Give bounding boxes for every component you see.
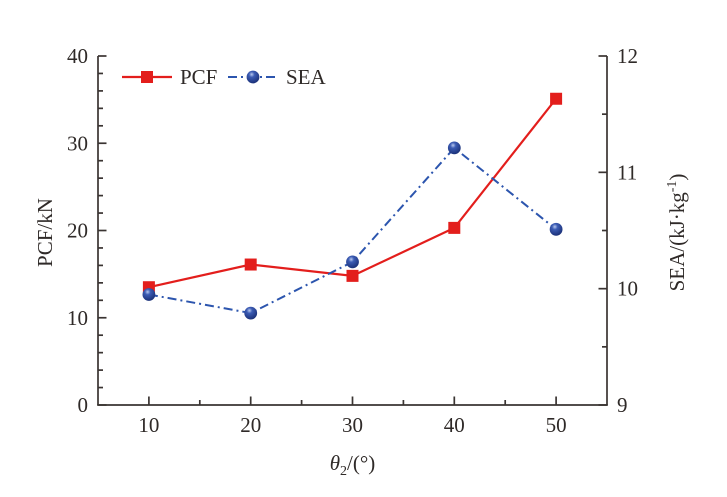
series-pcf	[142, 92, 563, 294]
pcf-marker	[448, 221, 461, 234]
pcf-marker	[346, 269, 359, 282]
legend-label-pcf: PCF	[180, 65, 217, 89]
x-tick-label: 40	[444, 413, 465, 437]
sea-marker	[549, 222, 563, 236]
pcf-marker	[244, 258, 257, 271]
legend-label-sea: SEA	[286, 65, 327, 89]
axis-labels-group: 10 20 30 40 50 0 10 20 30 40 9 10 11 12 PCF/kN SEA/(kJ·…	[33, 44, 689, 479]
sea-marker	[244, 306, 258, 320]
x-axis-title: θ2/(°)	[330, 451, 376, 479]
legend-marker-pcf	[141, 71, 153, 83]
sea-marker	[346, 255, 359, 269]
series-group	[142, 92, 563, 320]
left-tick-label: 0	[78, 393, 89, 417]
right-tick-label: 12	[617, 44, 638, 68]
right-tick-label: 11	[617, 160, 637, 184]
pcf-marker	[550, 92, 563, 105]
legend-group: PCF SEA	[122, 65, 327, 89]
x-tick-label: 20	[240, 413, 261, 437]
x-tick-label: 30	[342, 413, 363, 437]
left-axis-title: PCF/kN	[33, 198, 57, 267]
x-tick-label: 50	[546, 413, 567, 437]
right-axis-title: SEA/(kJ·kg-1)	[665, 174, 689, 292]
right-tick-label: 10	[617, 277, 638, 301]
left-tick-label: 10	[67, 306, 88, 330]
axes-group	[97, 55, 608, 406]
sea-marker	[142, 288, 156, 301]
x-tick-label: 10	[138, 413, 159, 437]
sea-marker	[447, 141, 461, 155]
series-sea	[142, 141, 563, 320]
legend-marker-sea	[246, 70, 260, 84]
right-tick-label: 9	[617, 393, 628, 417]
series-line-sea	[148, 146, 557, 315]
left-tick-label: 40	[67, 44, 88, 68]
left-tick-label: 30	[67, 131, 88, 155]
left-tick-label: 20	[67, 219, 88, 243]
